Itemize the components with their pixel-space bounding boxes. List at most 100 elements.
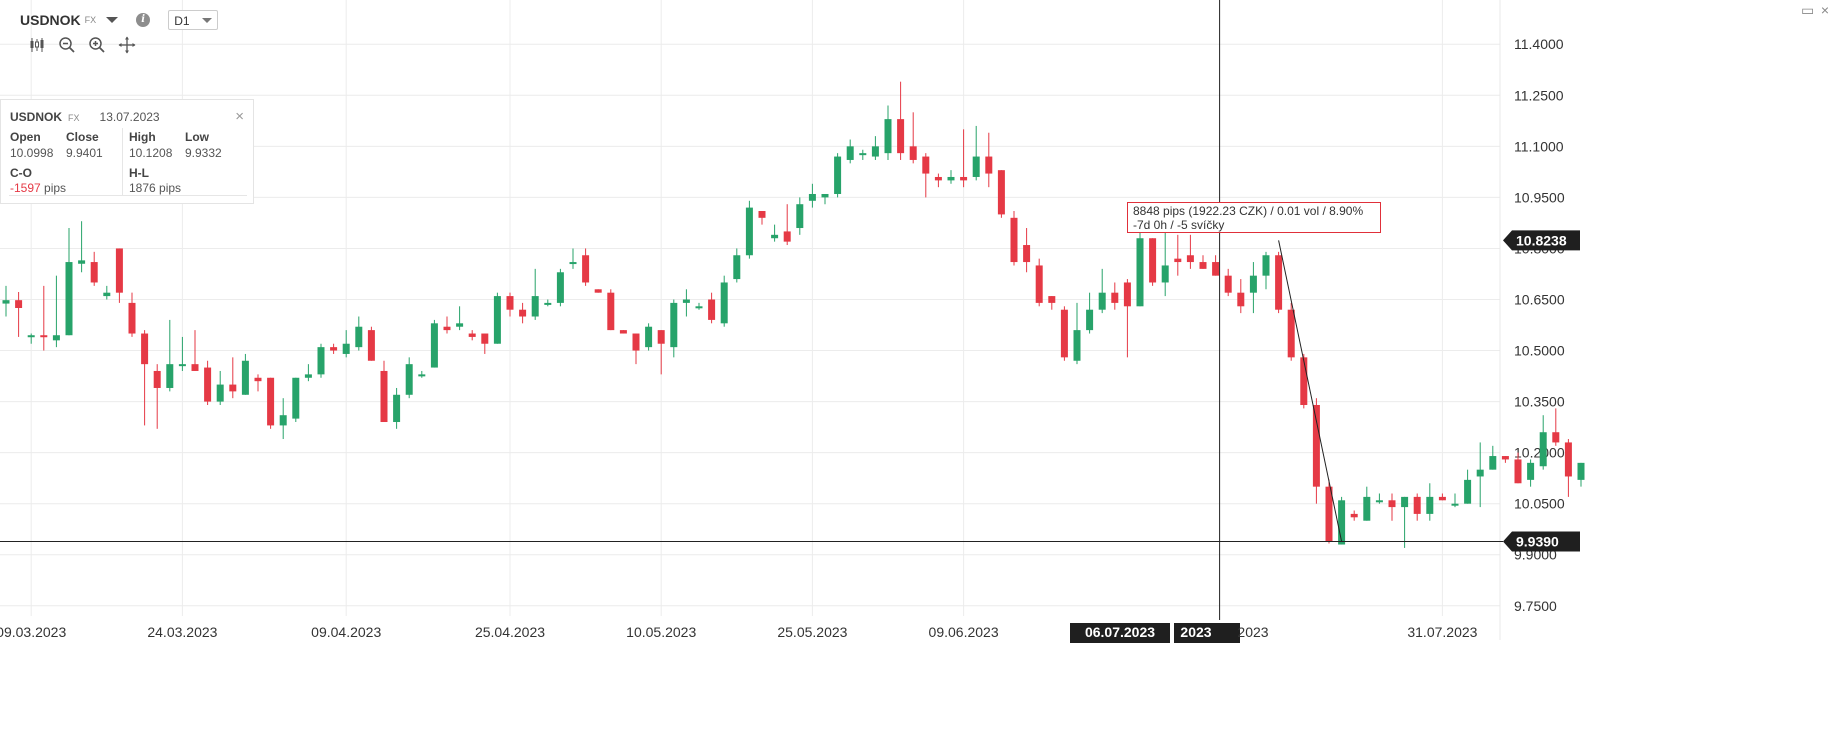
candle-down — [330, 347, 338, 351]
candle-up — [304, 374, 312, 378]
candle-down — [367, 330, 375, 361]
candle-up — [1401, 496, 1409, 508]
info-icon[interactable]: i — [136, 13, 151, 27]
move-icon[interactable] — [118, 36, 136, 54]
x-tick-label: 09.03.2023 — [0, 624, 66, 640]
candle-up — [1363, 496, 1371, 521]
candle-up — [178, 364, 186, 367]
candle-up — [1476, 469, 1484, 477]
candle-down — [1413, 496, 1421, 514]
candle-down — [1035, 265, 1043, 303]
chevron-down-icon — [202, 18, 213, 23]
candle-down — [1325, 486, 1333, 542]
candle-up — [733, 255, 741, 280]
candle-up — [531, 296, 539, 317]
candle-up — [355, 326, 363, 348]
zoom-in-icon[interactable] — [88, 36, 106, 54]
candle-down — [1048, 296, 1056, 303]
candle-up — [216, 384, 224, 402]
info-divider-horizontal — [9, 195, 247, 196]
x-tick-label: 31.07.2023 — [1407, 624, 1477, 640]
candle-up — [695, 306, 703, 309]
candle-down — [1224, 275, 1232, 293]
candle-up — [1073, 330, 1081, 361]
candle-up — [1539, 432, 1547, 467]
candle-down — [1212, 262, 1220, 276]
symbol-dropdown-icon[interactable] — [106, 17, 119, 23]
candle-down — [934, 176, 942, 181]
info-symbol: USDNOK — [10, 110, 63, 124]
candle-down — [1350, 513, 1358, 518]
candle-up — [771, 234, 779, 239]
candle-up — [52, 335, 60, 341]
close-icon[interactable]: × — [1820, 2, 1830, 18]
candle-down — [443, 326, 451, 331]
candle-down — [1123, 282, 1131, 307]
candle-down — [481, 333, 489, 344]
candle-down — [141, 333, 149, 365]
high-label: High — [129, 130, 156, 144]
open-value: 10.0998 — [10, 146, 54, 160]
zoom-out-icon[interactable] — [58, 36, 76, 54]
candle-down — [519, 309, 527, 317]
x-tick-label: 09.04.2023 — [311, 624, 381, 640]
candle-down — [1186, 255, 1194, 263]
low-value: 9.9332 — [185, 146, 222, 160]
header-toolbar: USDNOK FX i D1 — [20, 8, 219, 32]
candle-up — [1249, 275, 1257, 293]
candle-down — [15, 300, 23, 308]
candle-up — [846, 146, 854, 160]
x-tick-label: 25.04.2023 — [475, 624, 545, 640]
candle-up — [645, 326, 653, 348]
candle-up — [456, 323, 464, 327]
x-tick-label: 24.03.2023 — [147, 624, 217, 640]
candle-down — [1010, 217, 1018, 263]
close-icon[interactable]: × — [235, 108, 244, 125]
candle-up — [1451, 503, 1459, 506]
partial-date-label-2: 2023 — [1237, 624, 1268, 640]
candle-up — [834, 156, 842, 194]
candle-down — [380, 370, 388, 423]
candle-up — [292, 377, 300, 419]
candle-up — [1338, 500, 1346, 545]
window-controls: ▭ × — [1801, 2, 1831, 18]
chart-tools — [28, 36, 136, 54]
candle-down — [897, 119, 905, 154]
candle-up — [405, 364, 413, 395]
candle-up — [1375, 500, 1383, 503]
timeframe-select[interactable]: D1 — [168, 10, 219, 30]
y-tick-label: 10.2000 — [1514, 445, 1565, 461]
candle-up — [78, 260, 86, 264]
candle-up — [871, 146, 879, 157]
candle-up — [682, 299, 690, 303]
candle-down — [985, 156, 993, 174]
candle-down — [1564, 442, 1572, 477]
candle-up — [393, 394, 401, 423]
co-number: -1597 — [10, 181, 41, 195]
symbol-name[interactable]: USDNOK — [20, 12, 81, 28]
candle-down — [40, 335, 48, 338]
candle-down — [1300, 357, 1308, 405]
candle-down — [909, 146, 917, 160]
y-tick-label: 10.6500 — [1514, 291, 1565, 307]
candle-down — [619, 330, 627, 334]
y-tick-label: 10.0500 — [1514, 496, 1565, 512]
candlestick-icon[interactable] — [28, 36, 46, 54]
candle-down — [1023, 245, 1031, 263]
candle-down — [1552, 432, 1560, 443]
candle-up — [569, 262, 577, 265]
minimize-icon[interactable]: ▭ — [1801, 2, 1815, 18]
candle-up — [1527, 462, 1535, 480]
candle-down — [153, 370, 161, 388]
open-label: Open — [10, 130, 41, 144]
ohlc-info-panel: USDNOK FX 13.07.2023 × Open 10.0998 Clos… — [0, 99, 254, 204]
y-tick-label: 11.2500 — [1514, 87, 1564, 103]
candle-down — [582, 255, 590, 283]
measure-tooltip: 8848 pips (1922.23 CZK) / 0.01 vol / 8.9… — [1127, 202, 1381, 233]
candle-down — [594, 289, 602, 293]
asset-class: FX — [84, 15, 97, 25]
candle-down — [229, 384, 237, 392]
candle-down — [1174, 258, 1182, 263]
candle-up — [745, 207, 753, 256]
